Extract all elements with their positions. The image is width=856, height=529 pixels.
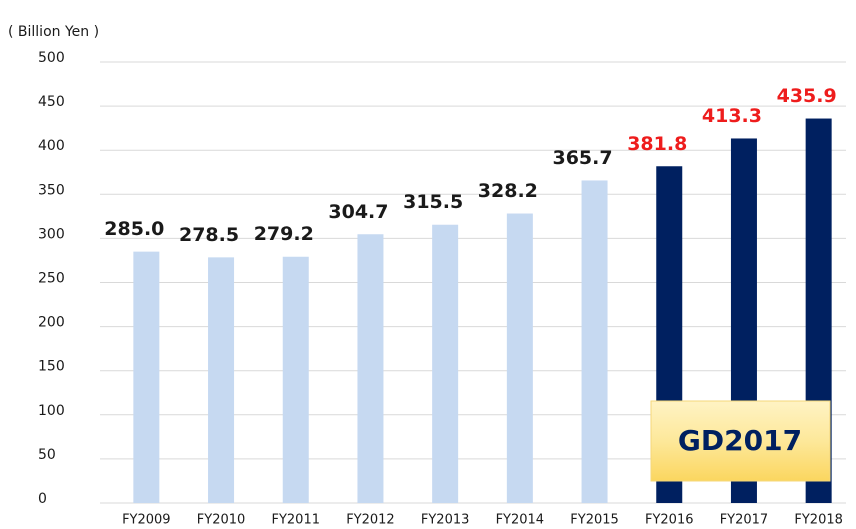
- x-tick-label: FY2012: [346, 513, 395, 528]
- value-label: 413.3: [702, 105, 762, 127]
- y-tick-label: 50: [38, 447, 56, 463]
- bar: [282, 256, 309, 503]
- x-tick-label: FY2017: [720, 513, 769, 528]
- value-label: 365.7: [552, 147, 612, 169]
- x-tick-label: FY2010: [197, 513, 246, 528]
- y-tick-label: 500: [38, 50, 65, 66]
- bar: [208, 257, 235, 503]
- y-tick-label: 250: [38, 271, 65, 287]
- x-tick-label: FY2016: [645, 513, 694, 528]
- y-tick-label: 300: [38, 226, 65, 242]
- y-tick-label: 450: [38, 94, 65, 110]
- value-label: 304.7: [328, 201, 388, 223]
- bar: [357, 234, 384, 504]
- value-label: 315.5: [403, 191, 463, 213]
- x-tick-label: FY2009: [122, 513, 171, 528]
- annotation: GD2017: [678, 424, 802, 457]
- x-tick-label: FY2011: [271, 513, 320, 528]
- y-tick-label: 350: [38, 182, 65, 198]
- x-tick-label: FY2014: [496, 513, 545, 528]
- x-tick-label: FY2015: [570, 513, 619, 528]
- bar: [133, 251, 160, 503]
- y-tick-label: 0: [38, 491, 47, 507]
- y-axis-label: ( Billion Yen ): [8, 24, 99, 40]
- value-label: 381.8: [627, 133, 687, 155]
- y-tick-label: 100: [38, 403, 65, 419]
- x-tick-label: FY2013: [421, 513, 470, 528]
- bar: [581, 180, 608, 503]
- bar: [506, 213, 533, 504]
- value-label: 328.2: [478, 180, 538, 202]
- y-tick-label: 200: [38, 315, 65, 331]
- annotation-box: [650, 400, 831, 482]
- x-tick-label: FY2018: [794, 513, 843, 528]
- value-label: 279.2: [254, 223, 314, 245]
- bar: [432, 224, 459, 503]
- value-label: 285.0: [104, 218, 164, 240]
- y-tick-label: 150: [38, 359, 65, 375]
- y-tick-label: 400: [38, 138, 65, 154]
- value-label: 278.5: [179, 224, 239, 246]
- value-label: 435.9: [777, 85, 837, 107]
